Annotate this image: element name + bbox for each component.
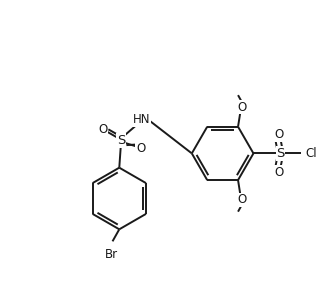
Text: HN: HN <box>133 113 150 126</box>
Text: O: O <box>98 123 108 136</box>
Text: O: O <box>274 166 283 179</box>
Text: O: O <box>136 142 145 156</box>
Text: O: O <box>237 101 246 114</box>
Text: Cl: Cl <box>305 147 317 160</box>
Text: O: O <box>274 128 283 141</box>
Text: O: O <box>237 193 246 206</box>
Text: S: S <box>276 147 285 160</box>
Text: S: S <box>117 134 125 147</box>
Text: Br: Br <box>104 248 118 261</box>
